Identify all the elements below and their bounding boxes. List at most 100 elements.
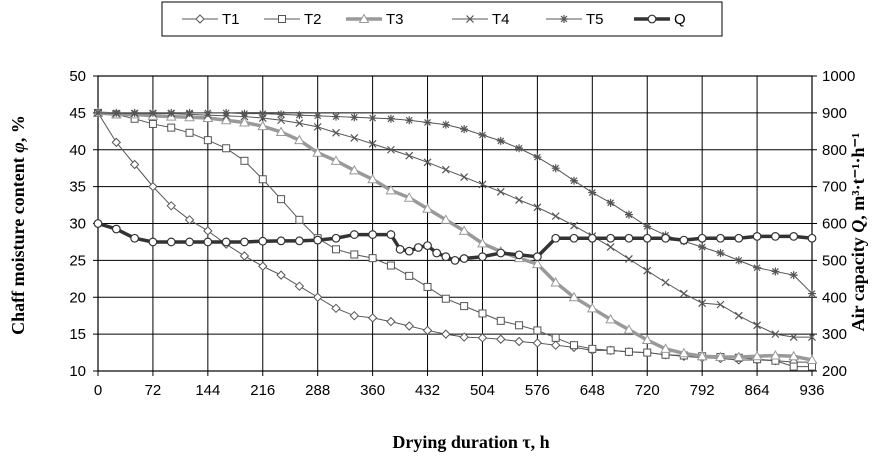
- data-point: [752, 232, 762, 241]
- data-point: [606, 346, 615, 355]
- data-point: [332, 245, 340, 254]
- data-point: [423, 118, 432, 127]
- data-point: [450, 255, 460, 265]
- data-point: [624, 347, 633, 356]
- data-point: [349, 310, 360, 321]
- y-left-tick-label: 40: [69, 142, 86, 159]
- data-point: [496, 248, 506, 258]
- data-point: [515, 321, 524, 330]
- data-point: [660, 343, 671, 353]
- y-axis-right-title: Air capacity Q, m³·t⁻¹·h⁻¹: [848, 133, 868, 332]
- data-point: [551, 333, 560, 342]
- data-point: [679, 235, 689, 245]
- data-point: [496, 187, 505, 196]
- data-point: [386, 145, 395, 154]
- data-point: [404, 246, 414, 256]
- x-tick-label: 144: [195, 382, 220, 399]
- data-point: [808, 362, 816, 371]
- data-point: [716, 300, 725, 309]
- y-left-tick-label: 45: [69, 105, 86, 122]
- data-point: [403, 192, 415, 202]
- data-point: [94, 108, 102, 117]
- data-point: [330, 155, 342, 165]
- data-point: [586, 302, 598, 313]
- data-point: [203, 237, 213, 247]
- legend-item-t4: T4: [452, 11, 510, 28]
- data-point: [807, 233, 817, 243]
- legend-marker: [358, 13, 370, 23]
- data-point: [130, 233, 140, 243]
- data-point: [679, 289, 688, 298]
- data-point: [570, 221, 578, 230]
- data-point: [129, 159, 140, 170]
- data-point: [185, 128, 194, 137]
- data-point: [496, 316, 505, 325]
- data-point: [532, 252, 542, 262]
- data-point: [477, 237, 488, 248]
- data-point: [788, 350, 800, 361]
- y-right-tick-label: 900: [822, 105, 847, 122]
- data-point: [148, 108, 157, 117]
- data-point: [413, 243, 423, 252]
- legend-label: T5: [586, 11, 604, 28]
- data-point: [112, 108, 121, 117]
- data-point: [148, 237, 158, 247]
- x-tick-label: 648: [580, 382, 605, 399]
- data-point: [642, 233, 652, 243]
- data-point: [167, 108, 176, 117]
- data-point: [478, 131, 487, 139]
- data-point: [808, 289, 816, 298]
- legend-item-t1: T1: [182, 11, 240, 28]
- data-point: [808, 333, 816, 341]
- data-point: [386, 316, 396, 327]
- y-left-tick-label: 25: [69, 252, 86, 269]
- data-point: [533, 203, 542, 212]
- data-point: [258, 236, 268, 246]
- data-point: [167, 123, 176, 132]
- x-tick-label: 432: [415, 382, 440, 399]
- data-point: [405, 271, 414, 280]
- data-point: [751, 350, 763, 361]
- x-tick-label: 288: [305, 382, 330, 399]
- series-t3-line: [97, 111, 813, 362]
- data-point: [734, 256, 743, 265]
- data-point: [441, 329, 451, 339]
- data-point: [220, 114, 232, 125]
- data-point: [715, 351, 726, 361]
- data-point: [441, 294, 450, 303]
- data-point: [697, 233, 707, 243]
- data-point: [587, 233, 597, 243]
- y-right-tick-label: 500: [822, 252, 847, 269]
- data-point: [185, 108, 194, 117]
- data-point: [348, 164, 360, 175]
- data-point: [185, 237, 194, 247]
- data-point: [203, 226, 213, 236]
- data-point: [770, 349, 781, 360]
- series-t5: [94, 108, 816, 298]
- data-point: [432, 248, 442, 258]
- data-point: [624, 254, 633, 263]
- data-point: [240, 237, 249, 247]
- data-point: [496, 334, 506, 344]
- data-point: [404, 321, 414, 331]
- data-point: [806, 354, 818, 364]
- tick-labels: 0 72 144 216 288 360 432 504 576 648 720 792 864 936 1…: [69, 68, 855, 399]
- data-point: [568, 291, 580, 302]
- legend-label: T4: [492, 11, 510, 28]
- data-point: [295, 119, 304, 128]
- data-point: [661, 278, 670, 287]
- data-point: [606, 233, 616, 243]
- data-point: [258, 109, 267, 118]
- x-tick-label: 936: [799, 382, 824, 399]
- data-point: [606, 243, 615, 252]
- data-point: [422, 325, 433, 336]
- legend-marker: [278, 15, 286, 23]
- data-point: [533, 326, 542, 335]
- x-tick-label: 720: [635, 382, 660, 399]
- data-point: [441, 252, 451, 262]
- data-point: [550, 340, 561, 350]
- data-point: [716, 249, 725, 257]
- data-point: [734, 311, 743, 320]
- series-layer: [92, 107, 818, 371]
- data-point: [570, 176, 578, 185]
